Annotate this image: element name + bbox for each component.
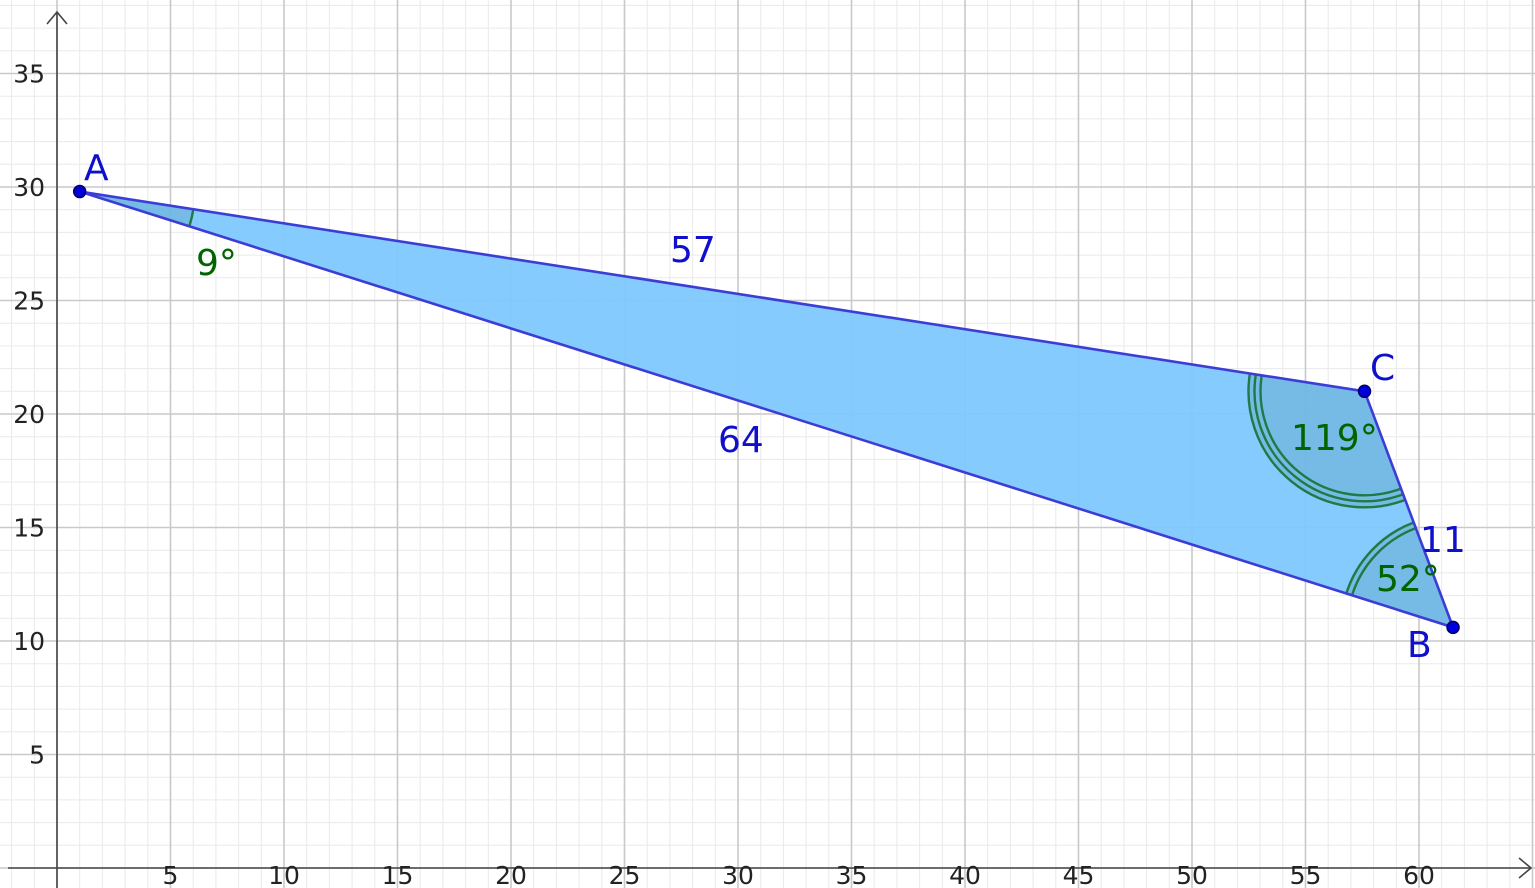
angle-b-label: 52°	[1376, 559, 1440, 600]
points	[72, 184, 1460, 635]
x-tick-label: 25	[609, 861, 641, 888]
angle-c-label: 119°	[1291, 418, 1378, 459]
y-tick-label: 30	[13, 173, 45, 202]
x-tick-label: 40	[949, 861, 981, 888]
x-tick-label: 10	[268, 861, 300, 888]
x-tick-label: 55	[1290, 861, 1322, 888]
angle-b-arc	[1350, 527, 1417, 596]
point-b	[1446, 620, 1460, 635]
y-tick-label: 5	[29, 741, 45, 770]
x-tick-label: 50	[1176, 861, 1208, 888]
x-axis-arrow-icon	[1518, 857, 1533, 879]
point-c-label: C	[1370, 348, 1395, 389]
angle-c-arc	[1259, 375, 1402, 497]
angle-c-arc	[1253, 374, 1404, 503]
point-b-label: B	[1407, 625, 1432, 666]
angle-b-arc	[1345, 521, 1415, 594]
point-c	[1357, 384, 1372, 399]
x-tick-label: 45	[1063, 861, 1095, 888]
y-tick-label: 10	[13, 627, 45, 656]
x-tick-label: 30	[722, 861, 754, 888]
side-bc-label: 11	[1420, 520, 1466, 561]
point-a-label: A	[84, 148, 109, 189]
angle-c-sector	[1248, 373, 1406, 508]
y-axis-arrow-icon	[46, 10, 68, 25]
y-tick-label: 15	[13, 514, 45, 543]
angle-c-arc	[1247, 373, 1406, 509]
side-ab[interactable]	[78, 190, 1455, 629]
x-tick-label: 15	[382, 861, 414, 888]
y-tick-label: 20	[13, 400, 45, 429]
side-ac-label: 57	[670, 230, 716, 271]
y-tick-label: 35	[13, 60, 45, 89]
side-ab-label: 64	[718, 420, 764, 461]
axes	[8, 10, 1533, 888]
angle-arcs	[188, 209, 1417, 596]
angle-a-label: 9°	[196, 243, 237, 284]
y-tick-label: 25	[13, 287, 45, 316]
side-ac[interactable]	[78, 190, 1366, 393]
x-tick-label: 5	[163, 861, 179, 888]
point-a	[72, 184, 87, 199]
tick-labels: 5 10 15 20 25 30 35 40 45 50 55 60 5 10 15 20 25 30 35	[13, 60, 1435, 888]
x-tick-label: 60	[1403, 861, 1435, 888]
side-bc[interactable]	[1363, 389, 1455, 629]
x-tick-label: 35	[836, 861, 868, 888]
x-tick-label: 20	[495, 861, 527, 888]
